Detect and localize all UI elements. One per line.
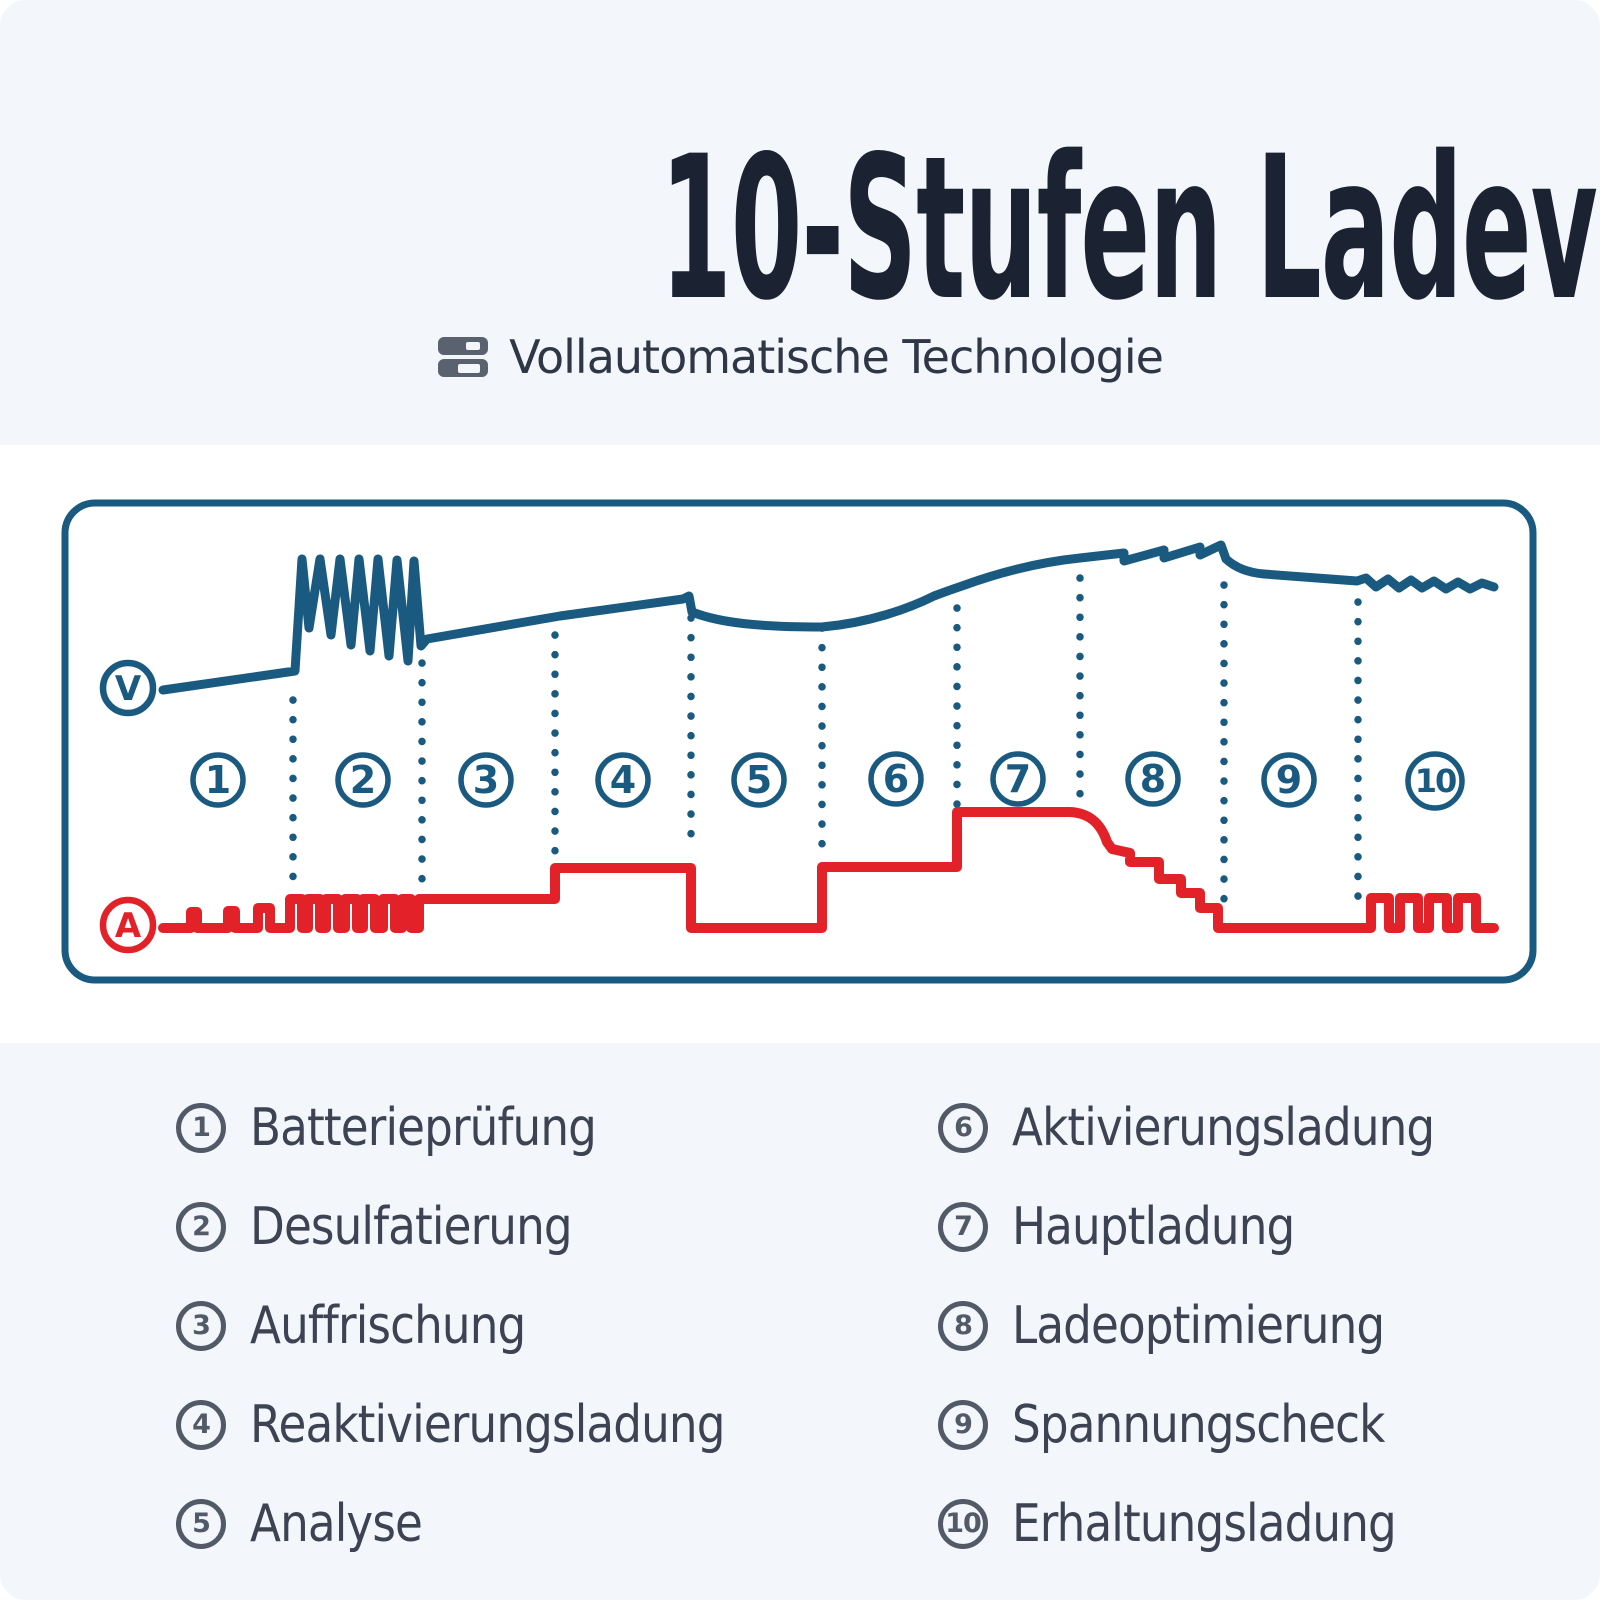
chart-stage-marker: 10 — [1405, 751, 1465, 811]
legend-item: 7 Hauptladung — [938, 1177, 1497, 1276]
chart-stage-marker: 8 — [1125, 751, 1181, 807]
svg-text:2: 2 — [350, 758, 376, 802]
current-badge: A — [99, 896, 157, 954]
legend-item: 5 Analyse — [176, 1474, 795, 1573]
current-badge-label: A — [115, 906, 142, 946]
svg-text:5: 5 — [746, 758, 772, 802]
stage-label: Reaktivierungsladung — [250, 1394, 725, 1455]
legend-item: 10 Erhaltungsladung — [938, 1474, 1497, 1573]
stage-label: Erhaltungsladung — [1012, 1493, 1397, 1554]
stage-label: Spannungscheck — [1012, 1394, 1385, 1455]
legend-item: 9 Spannungscheck — [938, 1375, 1497, 1474]
stage-label: Hauptladung — [1012, 1196, 1295, 1257]
voltage-badge-label: V — [115, 669, 142, 709]
current-badge-circle — [99, 896, 157, 954]
legend-item: 8 Ladeoptimierung — [938, 1276, 1497, 1375]
stage-label: Batterieprüfung — [250, 1097, 597, 1158]
header-band — [0, 0, 1600, 445]
stage-label: Analyse — [250, 1493, 423, 1554]
stack-icon — [437, 334, 489, 380]
stage-label: Auffrischung — [250, 1295, 526, 1356]
stage-label: Aktivierungsladung — [1012, 1097, 1435, 1158]
stage-number-badge: 10 — [938, 1498, 988, 1549]
chart-stage-marker: 9 — [1261, 752, 1317, 808]
stage-number-badge: 3 — [176, 1300, 226, 1351]
page-title: 10-Stufen Ladeverfahren — [660, 113, 1600, 344]
chart-stage-marker: 1 — [190, 752, 246, 808]
voltage-badge-circle — [99, 659, 157, 717]
svg-text:1: 1 — [205, 758, 231, 802]
svg-text:4: 4 — [610, 758, 636, 802]
chart-stage-marker: 6 — [868, 751, 924, 807]
legend-band — [0, 1043, 1600, 1600]
svg-text:10: 10 — [1415, 762, 1456, 800]
legend-item: 1 Batterieprüfung — [176, 1078, 795, 1177]
svg-text:6: 6 — [883, 757, 909, 801]
svg-text:7: 7 — [1005, 757, 1031, 801]
chart-stage-marker: 3 — [458, 752, 514, 808]
subtitle: Vollautomatische Technologie — [0, 330, 1600, 384]
stage-number-badge: 7 — [938, 1201, 988, 1252]
voltage-badge: V — [99, 659, 157, 717]
chart-stage-marker: 5 — [731, 752, 787, 808]
subtitle-text: Vollautomatische Technologie — [509, 330, 1164, 384]
chart-stage-marker: 4 — [595, 752, 651, 808]
stage-number-badge: 9 — [938, 1399, 988, 1450]
legend-column-right: 6 Aktivierungsladung 7 Hauptladung 8 Lad… — [938, 1078, 1497, 1573]
stage-number-badge: 2 — [176, 1201, 226, 1252]
legend-item: 6 Aktivierungsladung — [938, 1078, 1497, 1177]
legend-item: 2 Desulfatierung — [176, 1177, 795, 1276]
svg-text:9: 9 — [1276, 758, 1302, 802]
chart-stage-marker: 2 — [335, 752, 391, 808]
stage-number-badge: 1 — [176, 1102, 226, 1153]
stage-label: Ladeoptimierung — [1012, 1295, 1385, 1356]
svg-text:3: 3 — [473, 758, 499, 802]
voltage-curve — [158, 540, 1499, 695]
title-wrap: 10-Stufen Ladeverfahren — [0, 128, 1600, 330]
stage-number-badge: 8 — [938, 1300, 988, 1351]
chart-panel-border — [61, 499, 1537, 984]
stage-number-badge: 6 — [938, 1102, 988, 1153]
stage-number-badge: 4 — [176, 1399, 226, 1450]
stage-label: Desulfatierung — [250, 1196, 573, 1257]
legend-item: 4 Reaktivierungsladung — [176, 1375, 795, 1474]
legend-column-left: 1 Batterieprüfung 2 Desulfatierung 3 Auf… — [176, 1078, 795, 1573]
current-curve — [158, 807, 1499, 933]
svg-text:8: 8 — [1140, 757, 1166, 801]
legend-item: 3 Auffrischung — [176, 1276, 795, 1375]
chart-stage-marker: 7 — [990, 751, 1046, 807]
stage-number-badge: 5 — [176, 1498, 226, 1549]
